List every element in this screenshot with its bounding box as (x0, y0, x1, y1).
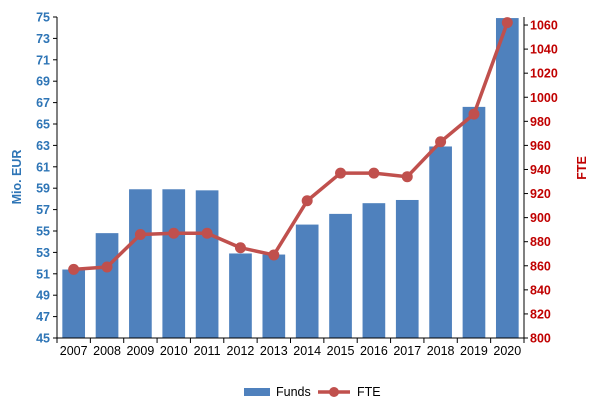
fte-marker (435, 136, 447, 148)
right-tick-label: 980 (530, 115, 551, 129)
funds-bar (395, 199, 419, 338)
left-tick-label: 45 (36, 332, 50, 346)
left-tick-label: 47 (36, 310, 50, 324)
right-tick-label: 860 (530, 259, 551, 273)
funds-bar (362, 203, 386, 338)
right-tick-label: 960 (530, 139, 551, 153)
funds-bar (462, 106, 486, 338)
left-tick-label: 73 (36, 32, 50, 46)
x-tick-label: 2015 (327, 344, 355, 358)
funds-bar (295, 224, 319, 338)
funds-bar (429, 146, 452, 338)
fte-marker (468, 108, 480, 120)
fte-marker (168, 227, 180, 239)
funds-bar (495, 18, 519, 338)
left-tick-label: 75 (36, 11, 50, 25)
axes (56, 17, 525, 343)
right-tick-label: 900 (530, 211, 551, 225)
right-axis-title: FTE (575, 156, 589, 180)
left-tick-label: 59 (36, 182, 50, 196)
fte-marker (301, 195, 313, 207)
funds-bar (62, 269, 86, 338)
fte-marker (134, 228, 146, 240)
fte-marker (335, 167, 347, 179)
fte-marker (101, 261, 113, 273)
fte-marker (201, 227, 213, 239)
right-tick-label: 1000 (530, 91, 558, 105)
legend-funds-label: Funds (276, 385, 311, 399)
right-tick-label: 840 (530, 283, 551, 297)
x-tick-label: 2018 (427, 344, 455, 358)
funds-bars (62, 18, 519, 338)
funds-bar (229, 253, 252, 338)
left-tick-label: 71 (36, 53, 50, 67)
fte-marker (368, 167, 380, 179)
left-tick-label: 53 (36, 246, 50, 260)
x-tick-label: 2007 (60, 344, 88, 358)
left-tick-label: 63 (36, 139, 50, 153)
legend: Funds FTE (244, 385, 381, 399)
x-tick-label: 2012 (227, 344, 255, 358)
legend-fte-label: FTE (357, 385, 381, 399)
funds-bar (129, 189, 152, 338)
x-tick-label: 2011 (194, 344, 221, 358)
left-axis-ticks: 45 47 49 51 53 55 57 59 61 63 65 67 69 71 73 75 (36, 11, 57, 346)
x-tick-label: 2013 (260, 344, 288, 358)
fte-marker (268, 249, 280, 261)
funds-bar (162, 189, 186, 338)
fte-marker (401, 171, 413, 183)
funds-bar (262, 254, 286, 338)
x-tick-label: 2016 (360, 344, 388, 358)
fte-marker (501, 17, 513, 29)
left-tick-label: 55 (36, 225, 50, 239)
fte-line (68, 17, 513, 275)
right-tick-label: 1040 (530, 43, 558, 57)
left-tick-label: 61 (36, 160, 50, 174)
right-tick-label: 920 (530, 187, 551, 201)
right-axis-ticks: 800 820 840 860 880 900 920 940 960 980 1000 1020 10… (524, 19, 558, 346)
left-tick-label: 51 (36, 267, 50, 281)
right-tick-label: 1060 (530, 19, 558, 33)
x-tick-label: 2008 (93, 344, 121, 358)
right-tick-label: 940 (530, 163, 551, 177)
left-axis-title: Mio. EUR (10, 150, 24, 205)
fte-marker (234, 242, 246, 254)
x-tick-label: 2019 (460, 344, 488, 358)
left-tick-label: 49 (36, 289, 50, 303)
x-tick-label: 2009 (126, 344, 154, 358)
right-tick-label: 820 (530, 307, 551, 321)
x-tick-label: 2014 (293, 344, 321, 358)
x-axis-ticks: 2007 2008 2009 2010 2011 2012 2013 2014 2015 2016… (60, 344, 521, 358)
fte-marker (68, 263, 80, 275)
x-tick-label: 2020 (493, 344, 521, 358)
right-tick-label: 800 (530, 332, 551, 346)
legend-funds-swatch (244, 388, 270, 396)
x-tick-label: 2010 (160, 344, 188, 358)
funds-bar (195, 190, 219, 338)
right-tick-label: 1020 (530, 67, 558, 81)
legend-fte-marker (329, 387, 339, 397)
fte-series-line (73, 22, 509, 272)
left-tick-label: 65 (36, 118, 50, 132)
left-tick-label: 69 (36, 75, 50, 89)
x-tick-label: 2017 (393, 344, 421, 358)
right-tick-label: 880 (530, 235, 551, 249)
funds-bar (329, 213, 352, 338)
funds-bar (95, 233, 119, 338)
left-tick-label: 67 (36, 96, 50, 110)
left-tick-label: 57 (36, 203, 50, 217)
